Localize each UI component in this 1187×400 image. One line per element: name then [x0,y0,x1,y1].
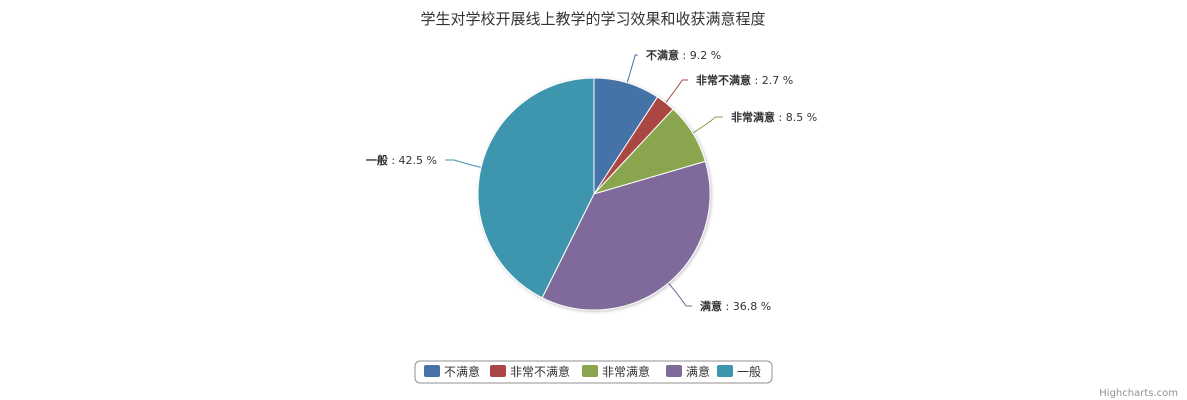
connector-3 [692,116,723,134]
pie-slice-5[interactable] [477,77,595,299]
connector-5 [445,159,482,168]
data-label-name: 非常不满意 [696,73,751,87]
data-label-value: : 42.5 % [388,154,437,167]
data-label-name: 非常满意 [731,110,775,124]
legend-swatch [666,365,682,377]
data-label-name: 满意 [700,299,722,313]
legend-swatch [424,365,440,377]
data-label-connectors [445,54,723,307]
pie-slices [477,77,711,311]
legend: 不满意 非常不满意 非常满意 满意 一般 [414,360,773,384]
legend-label: 不满意 [444,364,480,379]
data-label-4: 满意 : 36.8 % [700,299,771,313]
chart-title: 学生对学校开展线上教学的学习效果和收获满意程度 [420,10,765,28]
pie-slice-4[interactable] [541,160,711,311]
data-labels: 不满意 : 9.2 % 非常不满意 : 2.7 % 非常满意 : 8.5 % 满意 :… [366,48,817,313]
data-label-name: 不满意 [646,48,679,62]
data-label-value: : 9.2 % [679,49,721,62]
legend-item-3[interactable]: 非常满意 [582,364,650,379]
data-label-5: 一般 : 42.5 % [366,153,437,167]
data-label-3: 非常满意 : 8.5 % [731,110,817,124]
legend-label: 一般 [737,364,761,379]
legend-item-1[interactable]: 不满意 [424,364,480,379]
legend-swatch [717,365,733,377]
data-label-1: 不满意 : 9.2 % [646,48,721,62]
data-label-name: 一般 [366,153,388,167]
connector-1 [626,54,638,83]
legend-item-4[interactable]: 满意 [666,364,710,379]
data-label-value: : 2.7 % [751,74,793,87]
legend-swatch [582,365,598,377]
legend-label: 非常满意 [602,364,650,379]
legend-swatch [490,365,506,377]
legend-item-5[interactable]: 一般 [717,364,761,379]
connector-2 [665,79,688,104]
connector-4 [668,282,692,307]
data-label-value: : 8.5 % [775,111,817,124]
legend-item-2[interactable]: 非常不满意 [490,364,570,379]
data-label-2: 非常不满意 : 2.7 % [696,73,793,87]
legend-label: 满意 [686,364,710,379]
legend-label: 非常不满意 [510,364,570,379]
credits-link[interactable]: Highcharts.com [1099,388,1178,399]
data-label-value: : 36.8 % [722,300,771,313]
